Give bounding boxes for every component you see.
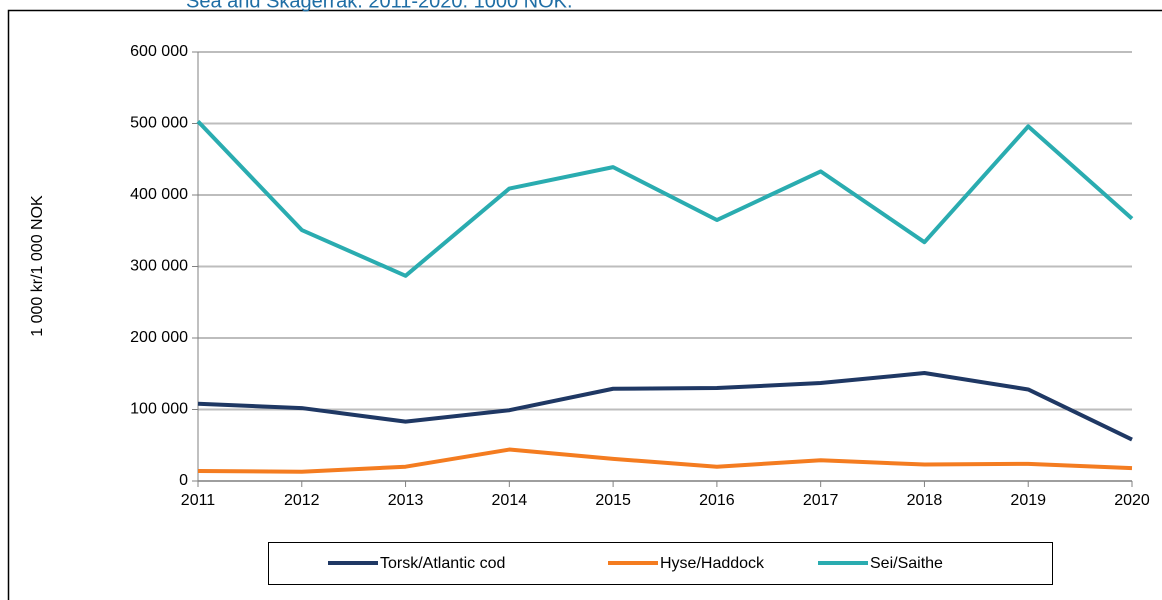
chart-title: Sea and Skagerrak. 2011-2020. 1000 NOK. (186, 0, 573, 12)
x-tick-label: 2019 (1010, 492, 1046, 509)
y-tick-label: 600 000 (130, 43, 188, 60)
y-tick-label: 500 000 (130, 115, 188, 132)
y-tick-label: 100 000 (130, 401, 188, 418)
x-tick-label: 2011 (181, 492, 216, 509)
legend-label: Sei/Saithe (870, 555, 943, 572)
x-tick-label: 2020 (1114, 492, 1150, 509)
x-tick-label: 2012 (284, 492, 320, 509)
series-line (197, 447, 1133, 474)
series-line (196, 119, 1134, 278)
y-tick-label: 0 (179, 472, 188, 489)
legend-label: Torsk/Atlantic cod (380, 555, 505, 572)
x-tick-label: 2014 (492, 492, 528, 509)
y-axis-label: 1 000 kr/1 000 NOK (29, 195, 46, 337)
y-tick-label: 400 000 (130, 186, 188, 203)
y-tick-label: 200 000 (130, 329, 188, 346)
y-tick-label: 300 000 (130, 258, 188, 275)
x-tick-label: 2015 (595, 492, 631, 509)
x-tick-label: 2013 (388, 492, 424, 509)
series-line (197, 371, 1133, 442)
x-tick-label: 2017 (803, 492, 839, 509)
legend-box (268, 542, 1053, 585)
legend-label: Hyse/Haddock (660, 555, 765, 572)
chart-border (7, 9, 1162, 600)
x-tick-label: 2016 (699, 492, 735, 509)
x-tick-label: 2018 (907, 492, 943, 509)
